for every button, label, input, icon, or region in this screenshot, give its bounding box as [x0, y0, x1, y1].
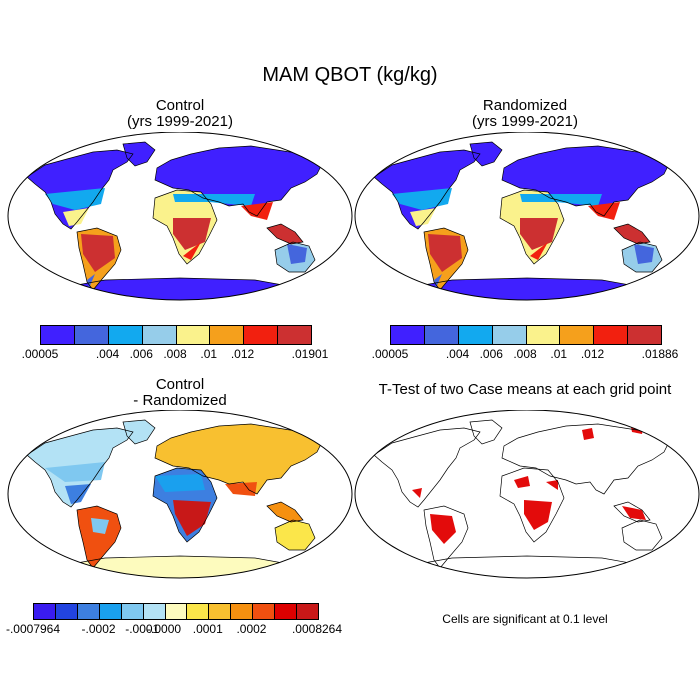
colorbar-randomized	[390, 325, 662, 345]
colorbar-segment	[526, 326, 561, 344]
map-difference	[7, 410, 353, 579]
colorbar-segment	[458, 326, 493, 344]
colorbar-segment	[210, 326, 245, 344]
colorbar-segment	[74, 326, 109, 344]
colorbar-segment	[297, 604, 318, 619]
colorbar-tick-label: .004	[95, 347, 120, 361]
ttest-note: Cells are significant at 0.1 level	[442, 612, 608, 626]
panel-title-control: Control (yrs 1999-2021)	[45, 98, 315, 130]
colorbar-segment	[34, 604, 56, 619]
colorbar-tick-label: .0002	[236, 622, 267, 636]
colorbar-segment	[187, 604, 210, 619]
colorbar-segment	[121, 604, 144, 619]
colorbar-segment	[55, 604, 78, 619]
panel-title-line2: (yrs 1999-2021)	[127, 113, 233, 130]
colorbar-tick-label: .012	[580, 347, 605, 361]
panel-title-line1: Randomized	[482, 97, 568, 114]
colorbar-segment	[628, 326, 661, 344]
colorbar-segment	[594, 326, 629, 344]
colorbar-tick-label: .01	[200, 347, 218, 361]
map-randomized	[354, 132, 700, 301]
colorbar-segment	[41, 326, 75, 344]
colorbar-segment	[253, 604, 276, 619]
colorbar-tick-label: -.0007964	[5, 622, 61, 636]
colorbar-tick-label: .006	[129, 347, 153, 361]
colorbar-tick-label: .00005	[371, 347, 409, 361]
colorbar-tick-label: .00005	[21, 347, 59, 361]
panel-title-line1: T-Test of two Case means at each grid po…	[378, 381, 672, 398]
colorbar-tick-label: .01886	[641, 347, 679, 361]
colorbar-control	[40, 325, 312, 345]
colorbar-segment	[209, 604, 232, 619]
colorbar-tick-label: .008	[163, 347, 187, 361]
significant-cells	[412, 422, 646, 544]
panel-title-line1: Control	[155, 376, 205, 393]
panel-title-line2: (yrs 1999-2021)	[472, 113, 578, 130]
colorbar-segment	[560, 326, 595, 344]
map-control	[7, 132, 353, 301]
colorbar-tick-label: .006	[479, 347, 503, 361]
colorbar-difference	[33, 603, 319, 620]
colorbar-tick-label: .0001	[192, 622, 223, 636]
colorbar-segment	[108, 326, 143, 344]
colorbar-segment	[176, 326, 211, 344]
colorbar-segment	[244, 326, 279, 344]
panel-title-difference: Control - Randomized	[45, 377, 315, 409]
colorbar-segment	[278, 326, 311, 344]
colorbar-segment	[142, 326, 177, 344]
colorbar-segment	[143, 604, 166, 619]
colorbar-segment	[275, 604, 298, 619]
colorbar-segment	[391, 326, 425, 344]
colorbar-segment	[165, 604, 188, 619]
colorbar-segment	[492, 326, 527, 344]
colorbar-tick-label: .004	[445, 347, 470, 361]
panel-title-line2: - Randomized	[133, 392, 227, 409]
colorbar-tick-label: .01	[550, 347, 568, 361]
colorbar-segment	[424, 326, 459, 344]
panel-title-line1: Control	[155, 97, 205, 114]
colorbar-tick-label: -.0000	[147, 622, 182, 636]
colorbar-tick-label: -.0001	[125, 622, 160, 636]
colorbar-tick-label: .008	[513, 347, 537, 361]
colorbar-tick-label: -.0002	[81, 622, 116, 636]
colorbar-segment	[77, 604, 100, 619]
figure-title: MAM QBOT (kg/kg)	[262, 64, 438, 86]
colorbar-segment	[99, 604, 122, 619]
colorbar-tick-label: .012	[230, 347, 255, 361]
colorbar-segment	[231, 604, 254, 619]
colorbar-tick-label: .01901	[291, 347, 329, 361]
panel-title-randomized: Randomized (yrs 1999-2021)	[390, 98, 660, 130]
map-ttest	[354, 410, 700, 579]
panel-title-ttest: T-Test of two Case means at each grid po…	[352, 382, 698, 398]
colorbar-tick-label: .0008264	[291, 622, 343, 636]
